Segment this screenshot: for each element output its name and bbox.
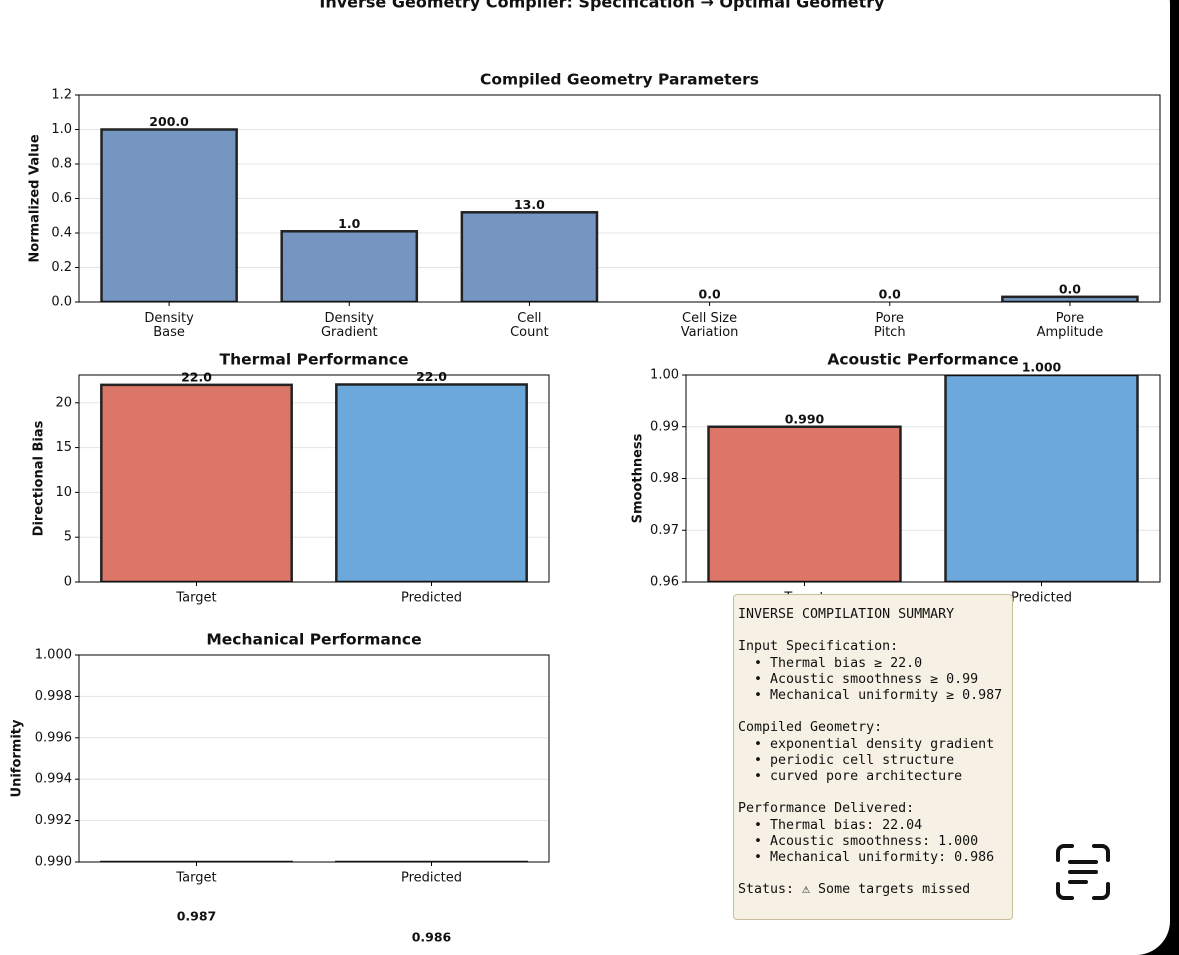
x-tick-label: Density Gradient: [321, 311, 378, 340]
y-tick-label: 1.0: [51, 122, 72, 137]
y-tick-label: 5: [64, 530, 72, 545]
axes-title: Mechanical Performance: [206, 631, 421, 649]
y-tick-label: 0.2: [51, 260, 72, 275]
y-tick-label: 10: [55, 485, 72, 500]
y-tick-label: 0.97: [650, 523, 679, 538]
x-tick-label: Cell Count: [510, 311, 549, 340]
y-tick-label: 0.996: [35, 730, 72, 745]
y-axis-label: Normalized Value: [28, 134, 43, 263]
summary-title: INVERSE COMPILATION SUMMARY: [738, 607, 955, 622]
section-item: • Mechanical uniformity: 0.986: [754, 850, 995, 865]
summary-box: INVERSE COMPILATION SUMMARY Input Specifi…: [733, 594, 1013, 920]
summary-status: Status: ⚠ Some targets missed: [738, 882, 971, 898]
lens-icon: [1056, 844, 1110, 900]
summary-section: Compiled Geometry: • exponential density …: [738, 720, 1012, 785]
value-label: 1.000: [1022, 360, 1062, 375]
axes-frame: [78, 374, 550, 583]
y-tick-label: 0.6: [51, 191, 72, 206]
value-label: 13.0: [514, 197, 545, 212]
axes-frame: [78, 94, 1161, 303]
y-tick-label: 0.96: [650, 575, 679, 590]
section-item: • exponential density gradient: [754, 736, 995, 752]
section-item: • Mechanical uniformity ≥ 0.987: [754, 688, 1003, 703]
value-label: 1.0: [338, 216, 360, 231]
value-label: 22.0: [181, 369, 212, 384]
section-heading: Performance Delivered:: [738, 801, 915, 817]
y-tick-label: 0.990: [35, 855, 72, 870]
value-label: 0.0: [879, 287, 901, 302]
value-label: 0.0: [699, 287, 721, 302]
y-axis-label: Directional Bias: [32, 420, 47, 536]
y-tick-label: 1.2: [51, 88, 72, 103]
y-tick-label: 0.4: [51, 226, 72, 241]
y-tick-label: 0.992: [35, 813, 72, 828]
bar: [100, 128, 238, 302]
value-label: 200.0: [149, 114, 189, 129]
bar: [335, 383, 528, 582]
x-tick-label: Predicted: [401, 591, 462, 606]
y-tick-label: 0.98: [650, 471, 679, 486]
value-label: 0.0: [1059, 281, 1081, 296]
axes-title: Compiled Geometry Parameters: [480, 71, 759, 89]
x-tick-label: Target: [175, 871, 216, 886]
value-label: 0.987: [177, 909, 217, 924]
summary-section: Performance Delivered: • Thermal bias: 22…: [738, 801, 1012, 866]
section-item: • periodic cell structure: [754, 752, 955, 768]
axes-frame: [685, 374, 1161, 583]
y-axis-label: Uniformity: [10, 719, 25, 797]
y-tick-label: 20: [55, 395, 72, 410]
x-tick-label: Target: [175, 591, 216, 606]
y-tick-label: 0.994: [35, 772, 72, 787]
bar: [460, 211, 599, 302]
x-tick-label: Predicted: [401, 871, 462, 886]
axes-frame: [78, 654, 550, 863]
y-axis-label: Smoothness: [631, 433, 646, 523]
y-tick-label: 0.99: [650, 419, 679, 434]
section-item: • Acoustic smoothness: 1.000: [754, 833, 979, 849]
y-tick-label: 0.0: [51, 295, 72, 310]
axes-title: Thermal Performance: [220, 351, 409, 369]
y-tick-label: 1.00: [650, 368, 679, 383]
bar: [100, 383, 293, 582]
bar: [1001, 295, 1139, 302]
figure-title: Inverse Geometry Compiler: Specification…: [319, 0, 885, 12]
x-tick-label: Pore Amplitude: [1037, 311, 1104, 340]
section-item: • Thermal bias: 22.04: [754, 817, 923, 833]
value-label: 22.0: [416, 369, 447, 384]
section-item: • Thermal bias ≥ 22.0: [754, 655, 923, 671]
bar: [280, 230, 419, 302]
x-tick-label: Cell Size Variation: [681, 311, 739, 340]
section-item: • curved pore architecture: [754, 769, 963, 784]
bar: [707, 425, 902, 582]
axes-title: Acoustic Performance: [827, 351, 1018, 369]
y-tick-label: 0: [64, 575, 72, 590]
x-tick-label: Predicted: [1011, 591, 1072, 606]
value-label: 0.990: [785, 411, 825, 426]
x-tick-label: Pore Pitch: [874, 311, 906, 340]
section-heading: Compiled Geometry:: [738, 720, 883, 736]
y-tick-label: 15: [55, 440, 72, 455]
x-tick-label: Density Base: [144, 311, 194, 340]
section-item: • Acoustic smoothness ≥ 0.99: [754, 671, 979, 687]
y-tick-label: 0.8: [51, 157, 72, 172]
y-tick-label: 0.998: [35, 689, 72, 704]
y-tick-label: 1.000: [35, 648, 72, 663]
summary-section: Input Specification: • Thermal bias ≥ 22.…: [738, 639, 1012, 704]
section-heading: Input Specification:: [738, 639, 899, 655]
bar: [944, 375, 1139, 582]
value-label: 0.986: [412, 929, 452, 944]
